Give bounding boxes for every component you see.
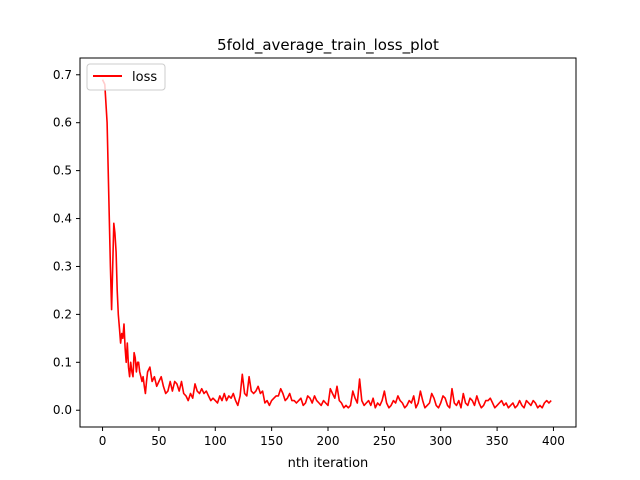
x-axis: 0 50 100 150 200 250 300 350 400 bbox=[99, 427, 565, 448]
y-tick-label: 0.7 bbox=[53, 68, 72, 82]
x-tick-label: 100 bbox=[204, 434, 227, 448]
y-axis: 0.0 0.1 0.2 0.3 0.4 0.5 0.6 0.7 bbox=[53, 68, 80, 417]
y-tick-label: 0.0 bbox=[53, 403, 72, 417]
y-tick-label: 0.4 bbox=[53, 212, 72, 226]
x-tick-label: 50 bbox=[151, 434, 166, 448]
y-tick-label: 0.1 bbox=[53, 355, 72, 369]
series-line-loss bbox=[101, 79, 552, 409]
x-tick-label: 200 bbox=[317, 434, 340, 448]
chart-title: 5fold_average_train_loss_plot bbox=[217, 36, 439, 55]
legend: loss bbox=[86, 63, 166, 91]
series-layer bbox=[101, 79, 552, 409]
y-tick-label: 0.3 bbox=[53, 259, 72, 273]
x-tick-label: 400 bbox=[542, 434, 565, 448]
y-tick-label: 0.5 bbox=[53, 164, 72, 178]
x-tick-label: 150 bbox=[260, 434, 283, 448]
legend-box bbox=[86, 63, 166, 91]
x-tick-label: 350 bbox=[486, 434, 509, 448]
x-tick-label: 300 bbox=[429, 434, 452, 448]
legend-label-loss: loss bbox=[132, 70, 157, 85]
y-tick-label: 0.2 bbox=[53, 307, 72, 321]
x-axis-label: nth iteration bbox=[288, 456, 369, 471]
x-tick-label: 250 bbox=[373, 434, 396, 448]
x-tick-label: 0 bbox=[99, 434, 107, 448]
plot-area bbox=[79, 57, 577, 428]
y-tick-label: 0.6 bbox=[53, 116, 72, 130]
